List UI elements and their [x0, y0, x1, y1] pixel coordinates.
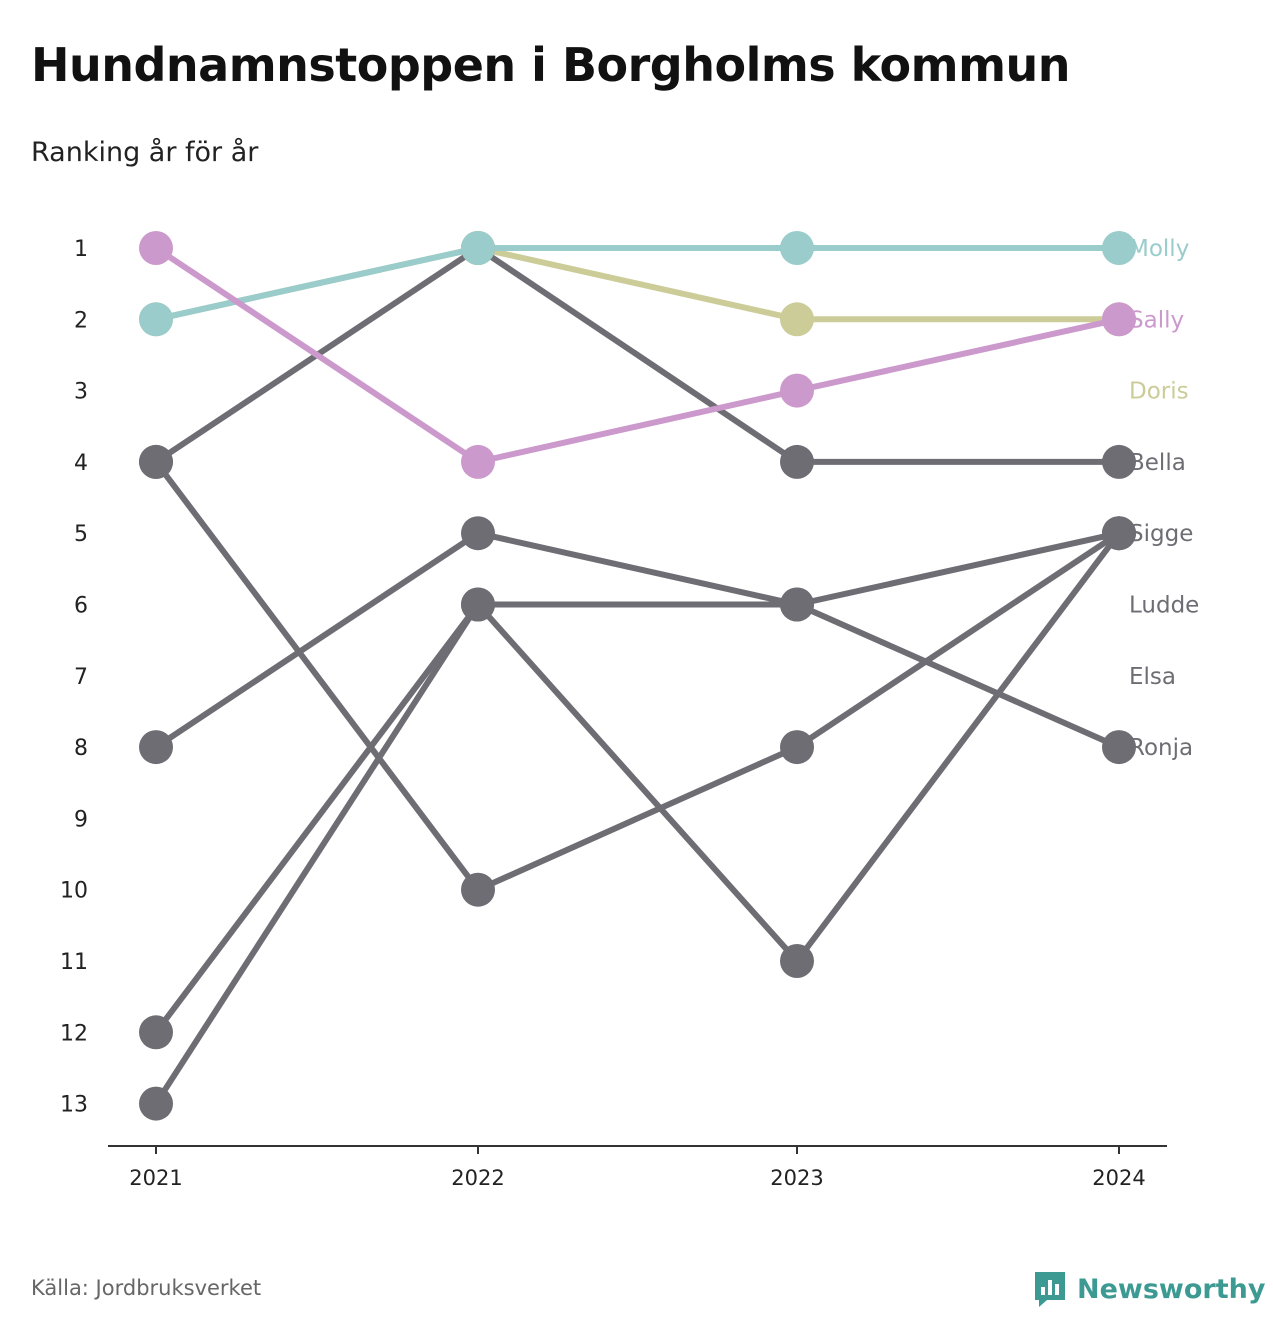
point-ronja: [461, 516, 495, 551]
x-tick-label: 2022: [451, 1166, 504, 1190]
x-tick-label: 2023: [770, 1166, 823, 1190]
point-ludde: [461, 587, 495, 622]
end-label-elsa: Elsa: [1129, 664, 1176, 690]
series-line-ronja: [153, 530, 1122, 751]
newsworthy-brand: Newsworthy: [1033, 1270, 1265, 1308]
end-label-ronja: Ronja: [1129, 735, 1193, 761]
point-ronja: [1102, 730, 1136, 765]
point-doris: [780, 302, 814, 337]
point-elsa: [780, 730, 814, 765]
end-labels: Molly Sally Doris Bella Sigge Ludde Elsa Ronja: [1129, 236, 1199, 761]
point-ronja: [780, 587, 814, 622]
point-ludde: [780, 944, 814, 978]
y-tick-label: 3: [74, 380, 88, 405]
point-sally: [1102, 302, 1136, 337]
y-tick-label: 11: [60, 950, 88, 975]
end-label-sigge: Sigge: [1129, 521, 1193, 547]
series-line-molly: [153, 245, 1122, 323]
series-line-ludde: [153, 530, 1122, 1107]
end-label-ludde: Ludde: [1129, 593, 1199, 619]
point-sally: [461, 444, 495, 479]
point-ludde: [139, 1086, 173, 1121]
point-molly: [1102, 231, 1136, 265]
series-line-doris: [153, 245, 1122, 323]
point-elsa: [1102, 516, 1136, 551]
y-tick-label: 4: [74, 451, 88, 476]
y-tick-label: 13: [60, 1093, 88, 1118]
series-line-bella: [153, 245, 1122, 465]
point-bella: [1102, 444, 1136, 479]
brand-name: Newsworthy: [1077, 1273, 1266, 1305]
y-tick-label: 8: [74, 736, 88, 761]
series-line-sigge: [153, 530, 1122, 1036]
point-bella: [780, 444, 814, 479]
series-line-elsa: [153, 458, 1122, 893]
end-label-doris: Doris: [1129, 379, 1189, 405]
y-tick-label: 7: [74, 665, 88, 690]
source-note: Källa: Jordbruksverket: [31, 1276, 262, 1300]
series-line-sally: [153, 245, 1122, 465]
x-tick-label: 2021: [129, 1166, 182, 1190]
point-sally: [780, 373, 814, 408]
series-lines: [153, 245, 1122, 1107]
end-label-sally: Sally: [1129, 307, 1184, 333]
y-tick-label: 10: [60, 879, 88, 904]
x-tick-label: 2024: [1092, 1166, 1145, 1190]
y-tick-label: 12: [60, 1021, 88, 1046]
end-label-molly: Molly: [1129, 236, 1189, 262]
point-molly: [461, 231, 495, 265]
y-tick-label: 2: [74, 308, 88, 333]
chart-subtitle: Ranking år för år: [31, 137, 259, 168]
newsworthy-logo-icon: [1035, 1272, 1065, 1307]
y-tick-label: 6: [74, 594, 88, 619]
point-sigge: [139, 1015, 173, 1050]
point-sally: [139, 231, 173, 265]
end-label-bella: Bella: [1129, 450, 1186, 476]
point-molly: [139, 302, 173, 337]
point-elsa: [139, 444, 173, 479]
point-molly: [780, 231, 814, 265]
series-points: [139, 231, 1136, 1121]
y-tick-label: 5: [74, 522, 88, 547]
y-tick-label: 9: [74, 807, 88, 832]
y-tick-label: 1: [74, 237, 88, 262]
x-axis: 2021 2022 2023 2024: [108, 1145, 1167, 1190]
point-ronja: [139, 730, 173, 765]
point-elsa: [461, 872, 495, 907]
chart-title: Hundnamnstoppen i Borgholms kommun: [31, 38, 1071, 92]
